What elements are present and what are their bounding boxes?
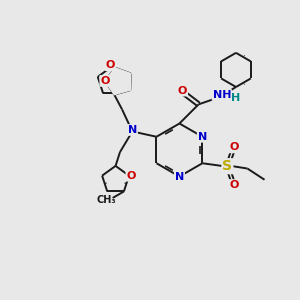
Text: O: O: [100, 76, 110, 86]
Text: N: N: [128, 125, 137, 135]
Text: S: S: [222, 159, 233, 173]
Text: O: O: [106, 60, 115, 70]
Text: O: O: [230, 180, 239, 190]
Text: CH₃: CH₃: [96, 195, 116, 205]
Polygon shape: [105, 68, 131, 95]
Text: N: N: [198, 132, 207, 142]
Text: NH: NH: [213, 90, 231, 100]
Text: O: O: [126, 171, 136, 181]
Text: O: O: [230, 142, 239, 152]
Text: H: H: [231, 94, 241, 103]
Text: N: N: [175, 172, 184, 182]
Text: O: O: [178, 85, 187, 95]
